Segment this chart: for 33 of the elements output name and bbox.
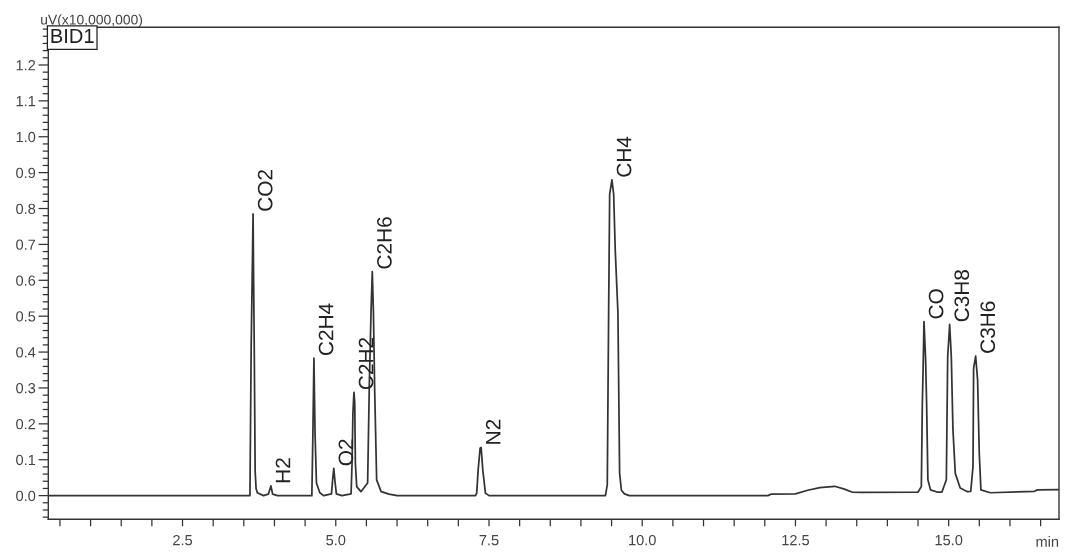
y-tick-label: 1.1 (16, 96, 36, 107)
annotation: C2H2 (358, 337, 374, 390)
annotation: C3H8 (954, 270, 970, 322)
y-tick-label: 0.5 (16, 311, 36, 322)
annotation: N2 (485, 419, 501, 444)
y-tick-label: 0.4 (16, 347, 36, 358)
annotation: H2 (275, 458, 291, 483)
y-tick-label: 0.3 (16, 383, 36, 394)
annotation: C2H6 (377, 217, 392, 269)
annotation: CO2 (257, 170, 273, 211)
x-tick-label: 7.5 (479, 535, 499, 546)
y-tick-label: 0.6 (16, 275, 36, 286)
x-axis-title: min (1036, 536, 1059, 547)
annotation: CO (928, 289, 944, 319)
x-tick-label: 5.0 (326, 534, 346, 546)
y-tick-label: 0.8 (16, 203, 36, 214)
annotation: CH4 (616, 136, 632, 177)
y-tick-label: 0.1 (16, 454, 36, 466)
y-tick-label: 0.9 (16, 167, 36, 179)
y-tick-label: 0.2 (16, 418, 36, 430)
y-tick-label: 1.0 (16, 131, 36, 143)
y-tick-label: 0.7 (16, 239, 36, 250)
x-tick-label: 12.5 (782, 534, 810, 546)
y-axis-title: uV(x10,000,000) (41, 14, 143, 28)
annotation: C3H6 (980, 301, 996, 353)
annotation: C2H4 (318, 303, 334, 356)
annotation: O2 (338, 439, 354, 466)
annotation: BID1 (51, 29, 94, 43)
x-tick-label: 10.0 (629, 534, 656, 546)
y-tick-label: 0.0 (16, 490, 36, 502)
x-tick-label: 15.0 (935, 534, 963, 546)
y-tick-label: 1.2 (16, 60, 36, 71)
x-tick-label: 2.5 (173, 534, 193, 546)
